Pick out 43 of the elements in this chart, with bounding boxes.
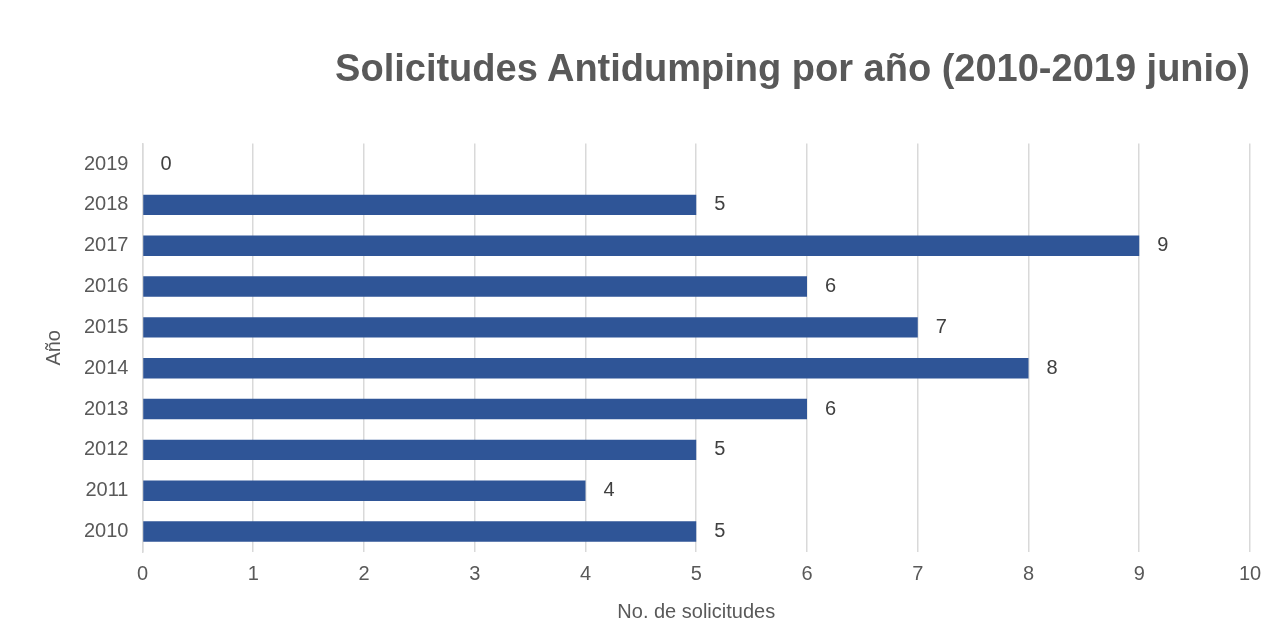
bar <box>143 398 807 420</box>
x-axis-title: No. de solicitudes <box>617 599 776 622</box>
x-tick-label: 1 <box>247 561 259 584</box>
chart-title: Solicitudes Antidumping por año (2010-2019 junio) <box>335 47 1250 90</box>
x-tick-label: 7 <box>912 561 924 584</box>
data-label: 9 <box>1157 233 1169 256</box>
y-tick-label: 2013 <box>83 396 129 419</box>
x-tick-label: 8 <box>1022 561 1035 584</box>
bar <box>143 439 697 461</box>
x-tick-label: 5 <box>690 561 702 584</box>
y-tick-label: 2014 <box>83 355 129 378</box>
data-label: 5 <box>714 192 726 215</box>
y-tick-label: 2015 <box>83 314 129 337</box>
data-label: 8 <box>1046 355 1058 378</box>
y-tick-label: 2011 <box>85 478 129 501</box>
x-tick-label: 6 <box>801 561 813 584</box>
bar <box>143 194 697 216</box>
y-tick-label: 2019 <box>83 151 129 174</box>
y-tick-label: 2017 <box>83 233 129 256</box>
x-tick-label: 0 <box>136 561 149 584</box>
data-label: 7 <box>935 314 947 337</box>
x-tick-label: 4 <box>579 561 592 584</box>
bar <box>143 317 918 338</box>
x-tick-label: 3 <box>469 561 481 584</box>
data-label: 4 <box>603 478 615 501</box>
x-tick-label: 2 <box>358 561 370 584</box>
bar <box>143 276 807 297</box>
y-tick-label: 2016 <box>83 274 129 297</box>
bar <box>143 480 586 501</box>
data-label: 0 <box>160 151 172 174</box>
bar <box>143 521 697 542</box>
data-label: 5 <box>714 519 726 542</box>
data-label: 5 <box>714 437 726 460</box>
y-tick-label: 2018 <box>83 192 129 215</box>
data-label: 6 <box>825 396 837 419</box>
data-label: 6 <box>825 274 837 297</box>
x-tick-label: 9 <box>1133 561 1145 584</box>
bar <box>143 358 1029 379</box>
x-tick-label: 10 <box>1238 561 1262 584</box>
y-tick-label: 2012 <box>83 437 129 460</box>
y-tick-label: 2010 <box>83 519 129 542</box>
y-axis-title: Año <box>41 330 64 366</box>
bar <box>143 235 1140 256</box>
